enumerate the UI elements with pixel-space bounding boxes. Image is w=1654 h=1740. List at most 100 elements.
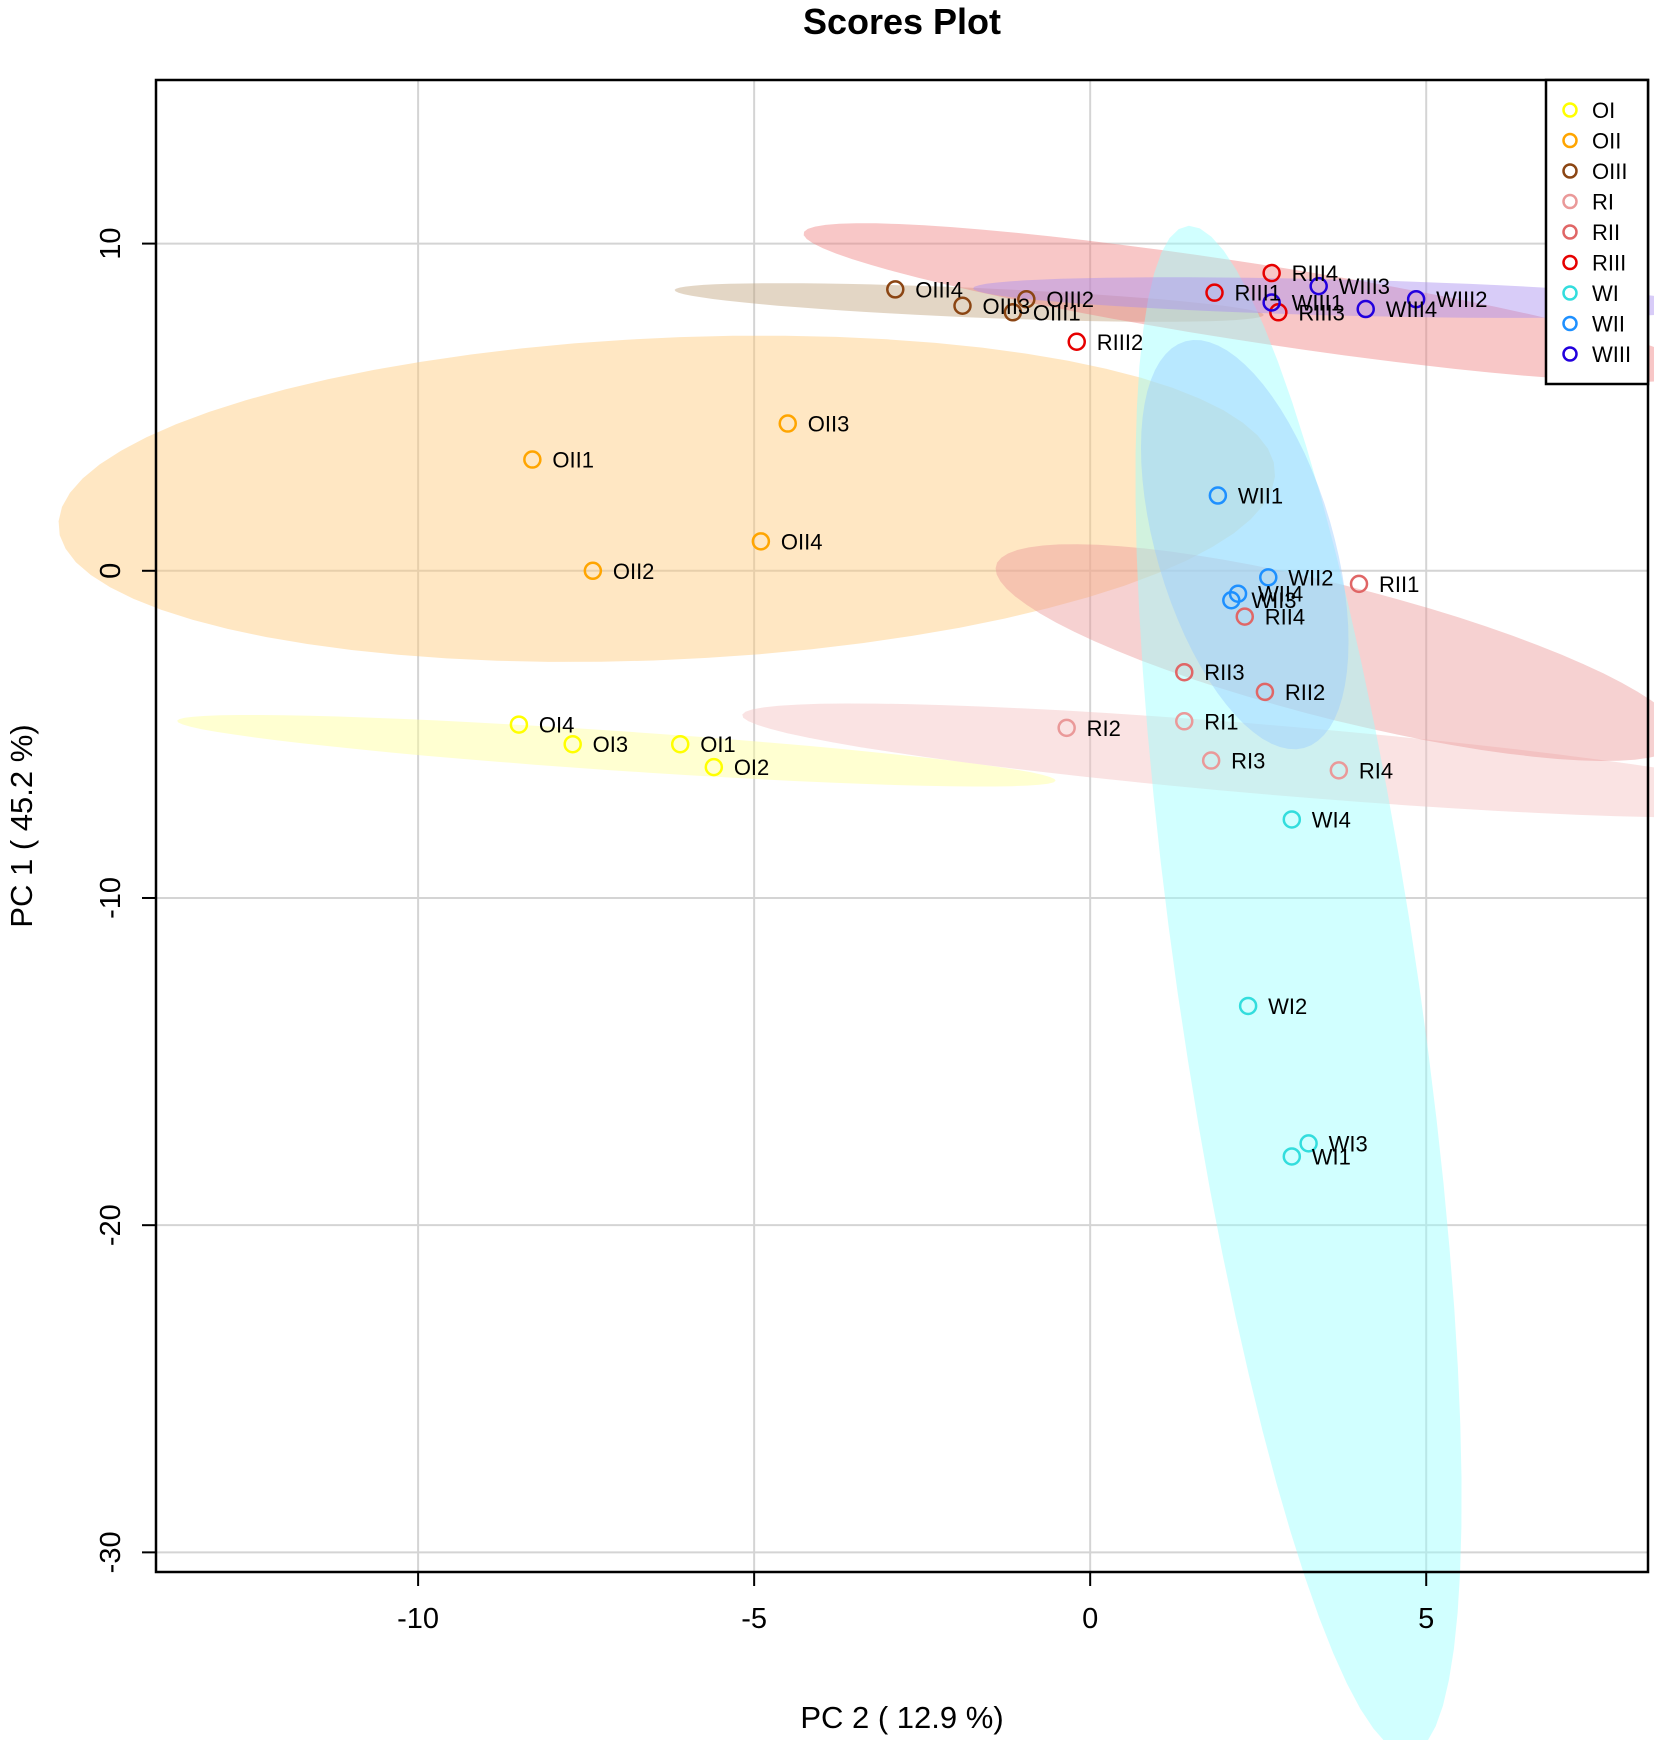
point-wi1 (1282, 1147, 1302, 1166)
point-label-oi2: OI2 (734, 755, 769, 780)
point-ri2 (1057, 718, 1076, 738)
point-label-oiii4: OIII4 (915, 277, 963, 302)
point-wii4 (1228, 584, 1248, 603)
legend-label-riii: RIII (1592, 251, 1626, 276)
point-label-rii2: RII2 (1285, 680, 1325, 705)
point-label-rii4: RII4 (1265, 605, 1305, 630)
point-label-wiii1: WIII1 (1292, 290, 1343, 315)
point-label-wi1: WI1 (1312, 1144, 1351, 1169)
ellipse-oi (177, 715, 1056, 787)
point-oiii2 (1017, 289, 1036, 309)
point-label-oi3: OI3 (593, 732, 628, 757)
point-ri3 (1201, 751, 1221, 770)
confidence-ellipses (58, 223, 1654, 1740)
point-wi4 (1282, 810, 1302, 829)
point-wiii4 (1356, 299, 1375, 319)
legend-marker-riii (1562, 254, 1578, 271)
x-tick-label: 0 (1082, 1603, 1098, 1635)
point-oii2 (583, 561, 603, 581)
point-wii1 (1208, 486, 1228, 505)
legend-label-wi: WI (1592, 281, 1619, 306)
point-label-rii1: RII1 (1379, 572, 1419, 597)
point-oi1 (670, 734, 690, 754)
legend-label-oii: OII (1592, 129, 1621, 154)
ellipse-riii (803, 223, 1654, 382)
point-oii1 (523, 450, 542, 469)
point-oii3 (778, 414, 797, 433)
axes: -10 -5 0 5 -30 -20 -10 0 10 (95, 227, 1434, 1635)
point-wi3 (1299, 1134, 1318, 1153)
y-axis-label: PC 1 ( 45.2 %) (4, 724, 39, 927)
point-wi2 (1238, 996, 1258, 1016)
point-label-wii2: WII2 (1288, 565, 1333, 590)
legend-label-ri: RI (1592, 190, 1614, 215)
point-label-oii1: OII1 (552, 448, 594, 473)
x-axis-label: PC 2 ( 12.9 %) (800, 1700, 1003, 1735)
x-tick-label: -5 (741, 1603, 767, 1635)
point-ri4 (1329, 761, 1349, 780)
y-tick-label: -10 (95, 877, 127, 919)
legend: OI OII OIII RI RII RIII WI WII WIII (1544, 78, 1650, 386)
point-riii2 (1067, 332, 1086, 352)
point-label-oii4: OII4 (781, 529, 823, 554)
point-label-riii1: RIII1 (1235, 281, 1281, 306)
point-riii1 (1205, 283, 1224, 302)
point-ri1 (1175, 712, 1194, 731)
legend-marker-wii (1562, 315, 1578, 332)
point-label-wiii3: WIII3 (1339, 274, 1390, 299)
point-oi4 (509, 715, 529, 734)
point-label-ri4: RI4 (1359, 758, 1393, 783)
point-label-wi3: WI3 (1329, 1131, 1368, 1156)
point-label-rii3: RII3 (1204, 660, 1244, 685)
y-tick-label: 0 (95, 563, 127, 579)
point-label-wi2: WI2 (1268, 994, 1307, 1019)
point-oiii1 (1003, 303, 1023, 322)
legend-label-oiii: OIII (1592, 159, 1627, 184)
y-tick-label: -30 (95, 1531, 127, 1573)
point-oi2 (704, 757, 724, 777)
point-label-wi4: WI4 (1312, 807, 1351, 832)
legend-marker-oi (1562, 102, 1578, 118)
legend-marker-oiii (1562, 163, 1578, 179)
ellipse-wiii (973, 277, 1654, 318)
point-label-oi4: OI4 (539, 713, 574, 738)
legend-marker-ri (1562, 193, 1578, 210)
point-oiii3 (953, 296, 972, 316)
point-label-wii1: WII1 (1238, 484, 1283, 509)
point-wiii1 (1262, 293, 1281, 312)
plot-frame (154, 78, 1650, 1574)
legend-label-oi: OI (1592, 98, 1615, 123)
point-label-ri1: RI1 (1204, 709, 1238, 734)
point-label-oii2: OII2 (613, 559, 655, 584)
point-label-wiii4: WIII4 (1386, 297, 1437, 322)
ellipse-rii (995, 544, 1654, 761)
grid (156, 80, 1648, 1572)
point-label-wii3: WII3 (1251, 588, 1296, 613)
point-label-wii4: WII4 (1258, 582, 1303, 607)
point-oiii4 (886, 280, 905, 299)
point-wiii3 (1309, 276, 1328, 296)
point-oii4 (751, 532, 771, 551)
point-rii3 (1175, 662, 1194, 682)
point-label-wiii2: WIII2 (1436, 287, 1487, 312)
x-tick-label: 5 (1418, 1603, 1434, 1635)
point-label-oiii2: OIII2 (1046, 287, 1094, 312)
data-points (509, 263, 1426, 1166)
point-label-ri2: RI2 (1087, 716, 1121, 741)
y-tick-label: 10 (95, 227, 127, 259)
point-label-oi1: OI1 (700, 732, 735, 757)
point-label-riii3: RIII3 (1298, 300, 1344, 325)
point-rii1 (1349, 574, 1369, 594)
ellipse-wii (1141, 340, 1349, 750)
legend-marker-rii (1562, 224, 1578, 240)
point-label-ri3: RI3 (1231, 749, 1265, 774)
legend-marker-wiii (1562, 346, 1578, 362)
point-wiii2 (1406, 289, 1426, 309)
point-rii2 (1255, 682, 1275, 702)
point-label-oiii1: OIII1 (1033, 300, 1081, 325)
legend-label-wiii: WIII (1592, 342, 1631, 367)
point-riii4 (1262, 263, 1281, 283)
